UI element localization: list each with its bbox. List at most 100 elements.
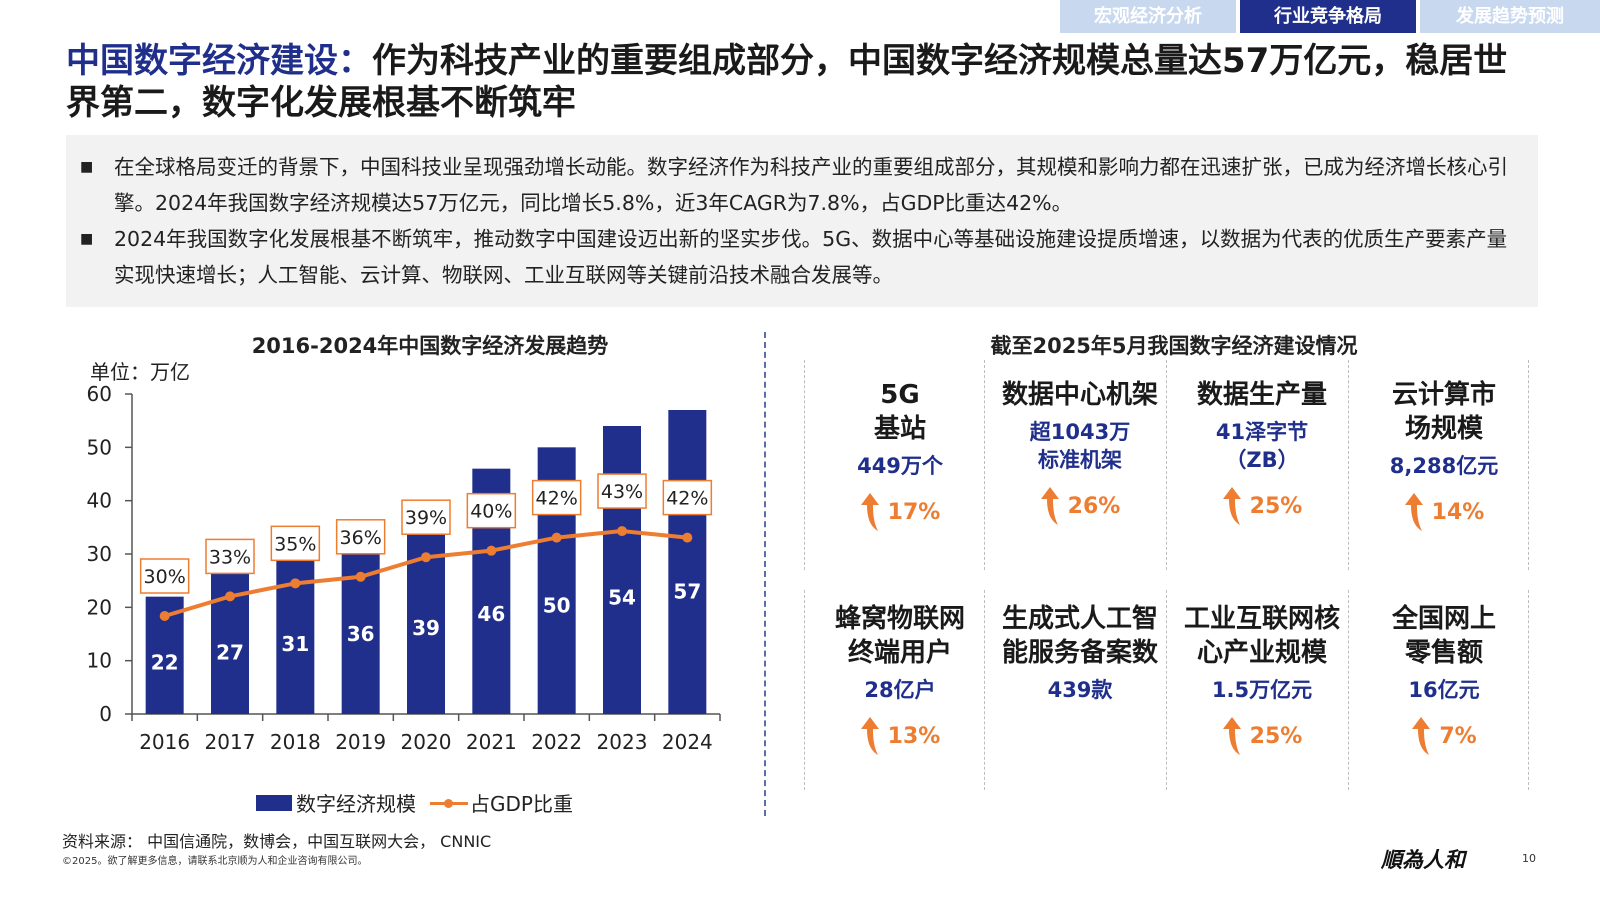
y-tick-label: 0 <box>99 702 112 726</box>
gdp-share-point <box>486 545 497 556</box>
growth-up-arrow-icon <box>1404 493 1423 531</box>
growth-up-arrow-icon <box>1040 487 1059 525</box>
gdp-share-label-box <box>139 558 190 594</box>
svg-text:順為人和: 順為人和 <box>1381 847 1468 872</box>
card-separator <box>804 360 805 570</box>
card-separator <box>984 360 985 570</box>
stat-card-label: 数据中心机架 <box>1001 380 1158 410</box>
bar-value-label: 39 <box>412 616 440 640</box>
summary-bullet: ■ 在全球格局变迁的背景下，中国科技业呈现强劲增长动能。数字经济作为科技产业的重… <box>80 149 1520 221</box>
summary-box: ■ 在全球格局变迁的背景下，中国科技业呈现强劲增长动能。数字经济作为科技产业的重… <box>66 135 1538 307</box>
gdp-share-label-box <box>466 492 517 529</box>
gdp-share-label: 42% <box>666 488 708 510</box>
tab-trend-forecast[interactable]: 发展趋势预测 <box>1420 0 1600 33</box>
stat-card-growth: 14% <box>1352 492 1536 532</box>
stat-card-value: 1.5万亿元 <box>1211 678 1313 702</box>
gdp-share-label: 40% <box>470 501 512 523</box>
stat-card-growth-value: 26% <box>1067 493 1121 519</box>
company-logo: 順為人和 <box>1381 847 1468 872</box>
x-tick-label: 2018 <box>270 730 321 754</box>
right-panel-title: 截至2025年5月我国数字经济建设情况 <box>990 334 1358 358</box>
bullet-square-icon: ■ <box>80 231 94 247</box>
x-tick-label: 2017 <box>205 730 256 754</box>
legend-line-swatch <box>430 795 468 811</box>
stat-card-growth: 13% <box>808 716 992 756</box>
x-tick-label: 2021 <box>466 730 517 754</box>
bar-value-label: 27 <box>216 640 244 664</box>
gdp-share-label: 30% <box>144 566 186 588</box>
growth-up-arrow-icon <box>860 493 879 531</box>
stat-card: 生成式人工智 能服务备案数 439款 <box>988 602 1172 704</box>
tab-macro-analysis[interactable]: 宏观经济分析 <box>1060 0 1236 33</box>
copyright-note: ©2025。欲了解更多信息，请联系北京顺为人和企业咨询有限公司。 <box>62 856 368 867</box>
gdp-share-label-box <box>205 538 255 575</box>
gdp-share-point <box>290 578 301 589</box>
card-separator <box>1528 590 1529 790</box>
gdp-share-point <box>159 611 170 621</box>
bar-value-label: 57 <box>673 579 701 603</box>
gdp-share-point <box>682 532 693 543</box>
x-tick-label: 2016 <box>139 730 190 754</box>
y-tick-label: 50 <box>87 435 112 459</box>
summary-bullet-text: 2024年我国数字化发展根基不断筑牢，推动数字中国建设迈出新的坚实步伐。5G、数… <box>114 227 1508 287</box>
stat-card-growth-value: 25% <box>1249 493 1303 519</box>
gdp-share-point <box>225 591 235 602</box>
card-separator <box>1348 590 1349 790</box>
stat-card-label: 云计算市 场规模 <box>1391 380 1496 444</box>
growth-up-arrow-icon <box>1222 717 1241 755</box>
x-tick-label: 2024 <box>662 730 713 754</box>
stat-card: 数据生产量 41泽字节 （ZB） 25% <box>1170 378 1354 526</box>
growth-up-arrow-icon <box>860 717 879 755</box>
x-tick-label: 2020 <box>401 730 452 754</box>
stat-card: 数据中心机架超1043万 标准机架 26% <box>988 378 1172 526</box>
stat-card-label: 数据生产量 <box>1196 380 1327 410</box>
card-separator <box>984 590 985 790</box>
y-tick-label: 20 <box>87 595 112 619</box>
growth-up-arrow-icon <box>1412 717 1431 755</box>
bar-value-label: 50 <box>543 594 571 618</box>
gdp-share-label: 39% <box>405 507 447 529</box>
stat-card-value: 超1043万 标准机架 <box>1029 420 1131 472</box>
card-separator <box>1348 360 1349 570</box>
gdp-share-point <box>551 532 562 543</box>
stat-card-growth-value: 7% <box>1439 723 1477 749</box>
stat-card: 工业互联网核 心产业规模 1.5万亿元 25% <box>1170 602 1354 756</box>
stat-card-value: 439款 <box>1047 678 1113 702</box>
stat-card-growth: 26% <box>988 486 1172 526</box>
gdp-share-label-box <box>662 479 713 516</box>
stat-card-growth: 7% <box>1352 716 1536 756</box>
stat-card-label: 全国网上 零售额 <box>1391 604 1496 668</box>
legend-bar-label: 数字经济规模 <box>296 792 416 816</box>
stat-card: 蜂窝物联网 终端用户 28亿户 13% <box>808 602 992 756</box>
y-tick-label: 10 <box>87 649 112 673</box>
stat-card-label: 工业互联网核 心产业规模 <box>1183 604 1340 668</box>
bar-value-label: 22 <box>151 650 179 674</box>
legend-bar-swatch <box>256 794 292 811</box>
y-tick-label: 60 <box>87 382 112 406</box>
gdp-share-label: 33% <box>209 546 251 568</box>
stat-card-growth-value: 17% <box>887 499 941 525</box>
stat-card-value: 8,288亿元 <box>1389 454 1499 478</box>
x-tick-label: 2019 <box>335 730 386 754</box>
summary-bullet-text: 在全球格局变迁的背景下，中国科技业呈现强劲增长动能。数字经济作为科技产业的重要组… <box>114 155 1508 215</box>
stat-card-growth: 25% <box>1170 716 1354 756</box>
stat-card-growth-value: 25% <box>1249 723 1303 749</box>
stat-card-growth-value: 14% <box>1431 499 1485 525</box>
gdp-share-label: 43% <box>601 481 643 503</box>
stat-card-label: 蜂窝物联网 终端用户 <box>834 604 965 668</box>
page-title-rest: 作为科技产业的重要组成部分，中国数字经济规模总量达57万亿元，稳居世界第二，数字… <box>66 41 1508 123</box>
bar-digital-economy <box>276 548 315 714</box>
page-title-accent: 中国数字经济建设： <box>66 41 372 81</box>
bar-digital-economy <box>668 410 707 714</box>
gdp-share-label-box <box>401 499 451 535</box>
card-separator <box>1166 360 1167 570</box>
stat-card-growth: 25% <box>1170 486 1354 526</box>
gdp-share-label-box <box>270 525 321 562</box>
card-separator <box>1528 360 1529 570</box>
bar-digital-economy <box>407 506 445 714</box>
stat-card-value: 16亿元 <box>1408 678 1480 702</box>
x-tick-label: 2022 <box>531 730 582 754</box>
tab-industry-competition[interactable]: 行业竞争格局 <box>1240 0 1416 33</box>
bar-value-label: 31 <box>281 632 309 656</box>
chart-unit-label: 单位：万亿 <box>90 360 190 384</box>
